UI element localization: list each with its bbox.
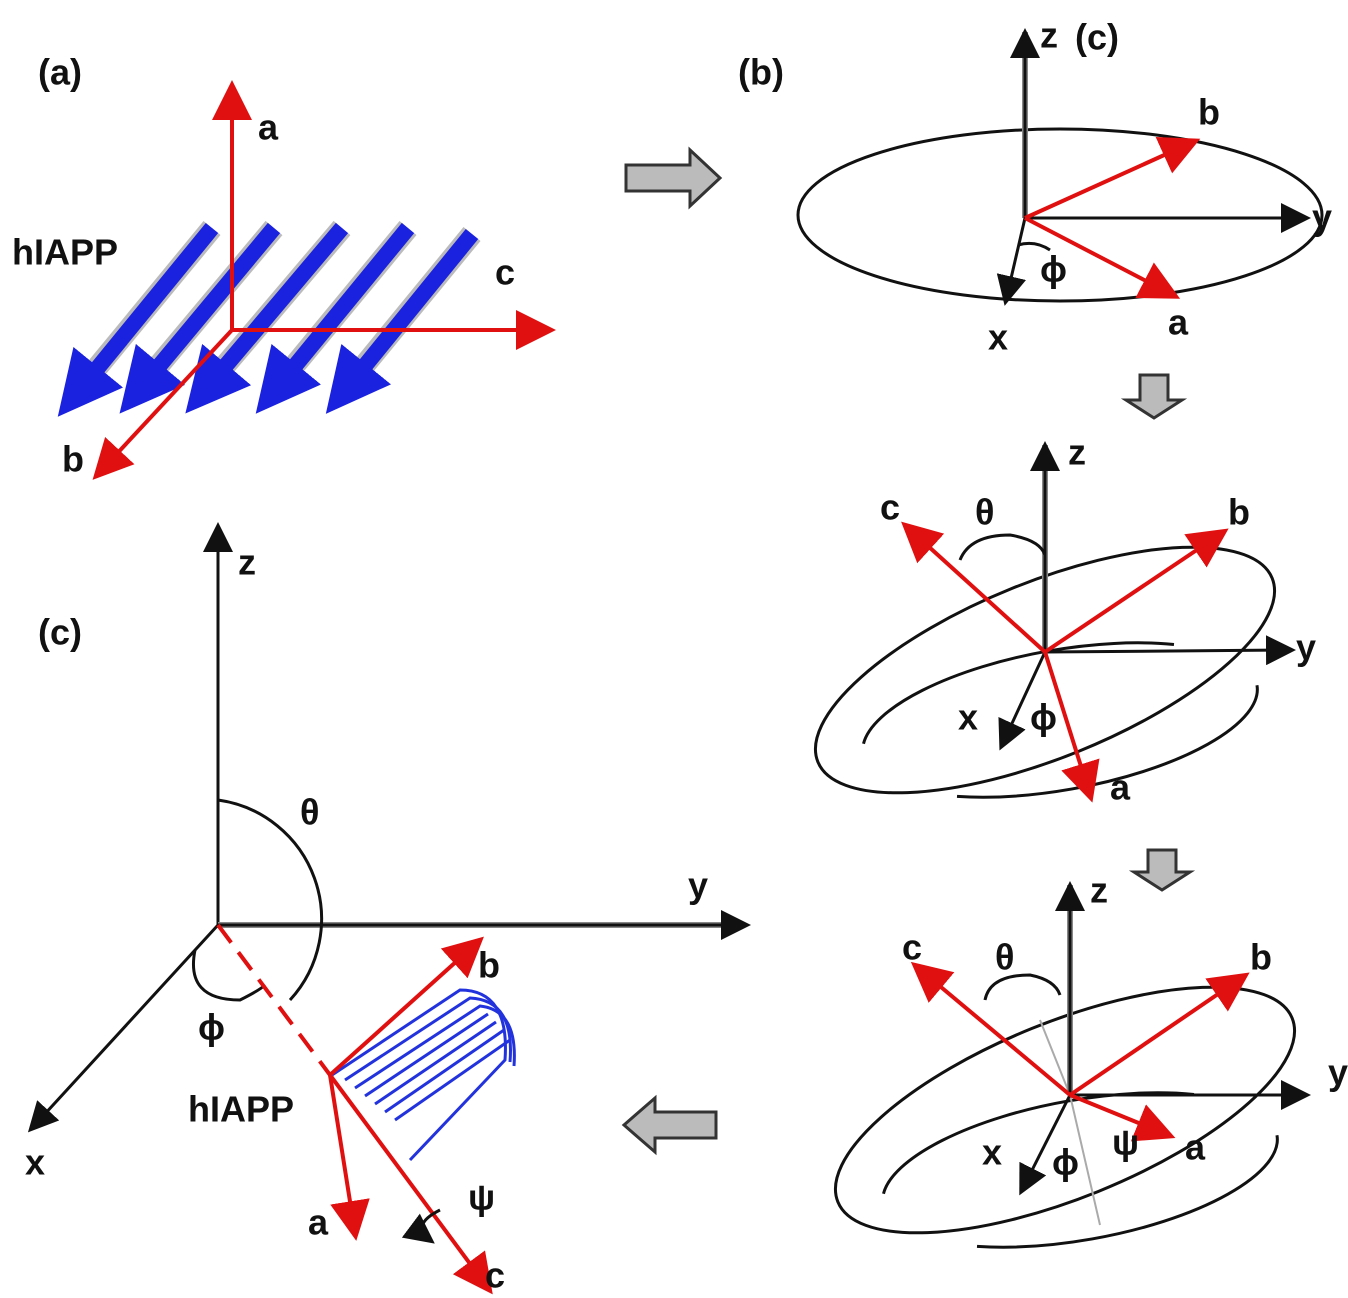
molecule-label: hIAPP [12, 232, 118, 273]
panel-label: (c) [38, 612, 82, 653]
panel-b-step1: (b) z (c) b y a x ϕ [738, 15, 1332, 358]
strands [332, 990, 514, 1160]
panel-label: (a) [38, 52, 82, 93]
axis-label: b [1198, 92, 1220, 133]
angle-label: ψ [1112, 1122, 1139, 1163]
angle-label: θ [300, 792, 319, 833]
axis-note: (c) [1075, 17, 1119, 58]
angle-label: ϕ [1030, 697, 1057, 738]
axis-label: y [1328, 1052, 1348, 1093]
block-arrow [624, 1098, 716, 1152]
angle-label: ϕ [1052, 1142, 1079, 1183]
panel-label: (b) [738, 52, 784, 93]
panel-b-step3: z c θ b y x ϕ ψ a [805, 870, 1348, 1284]
axis-label: y [1296, 627, 1316, 668]
angle-label: θ [975, 492, 994, 533]
axis-label: a [1110, 767, 1131, 808]
block-arrow [626, 150, 720, 206]
panel-b-step2: z c θ b y x ϕ a [785, 432, 1316, 844]
angle-label: ϕ [1040, 249, 1067, 290]
axis-label: z [1068, 432, 1086, 473]
angle-label: ψ [468, 1177, 495, 1218]
axis-label: c [880, 487, 900, 528]
molecule-label: hIAPP [188, 1089, 294, 1130]
axis-label: z [238, 542, 256, 583]
axis-label: b [62, 439, 84, 480]
axis-label: z [1040, 15, 1058, 56]
axis-label: a [308, 1202, 329, 1243]
axis-label: y [688, 865, 708, 906]
panel-a: (a) a c b hIAPP [12, 52, 548, 480]
axis-label: a [1185, 1127, 1206, 1168]
axis-label: b [1250, 937, 1272, 978]
axis-label: b [1228, 492, 1250, 533]
axis-label: x [25, 1142, 45, 1183]
diagram: (a) a c b hIAPP (b) z (c) b y a x ϕ z c … [0, 0, 1348, 1298]
panel-c: (c) z θ y b ϕ x hIAPP a ψ c [25, 528, 745, 1296]
block-arrow [1134, 850, 1190, 890]
axis-label: x [982, 1132, 1002, 1173]
axis-label: b [478, 945, 500, 986]
axis-label: c [902, 927, 922, 968]
axis-label: x [988, 317, 1008, 358]
axis-label: y [1312, 197, 1332, 238]
axis-label: a [1168, 302, 1189, 343]
angle-label: θ [995, 937, 1014, 978]
axis-label: a [258, 107, 279, 148]
angle-label: ϕ [198, 1007, 225, 1048]
strands [72, 228, 472, 398]
axis-label: x [958, 697, 978, 738]
axis-label: z [1090, 870, 1108, 911]
axis-label: c [495, 252, 515, 293]
axis-label: c [485, 1255, 505, 1296]
block-arrow [1126, 375, 1182, 418]
